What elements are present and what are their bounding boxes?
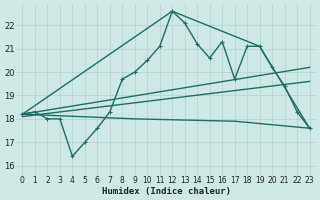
X-axis label: Humidex (Indice chaleur): Humidex (Indice chaleur) (101, 187, 230, 196)
